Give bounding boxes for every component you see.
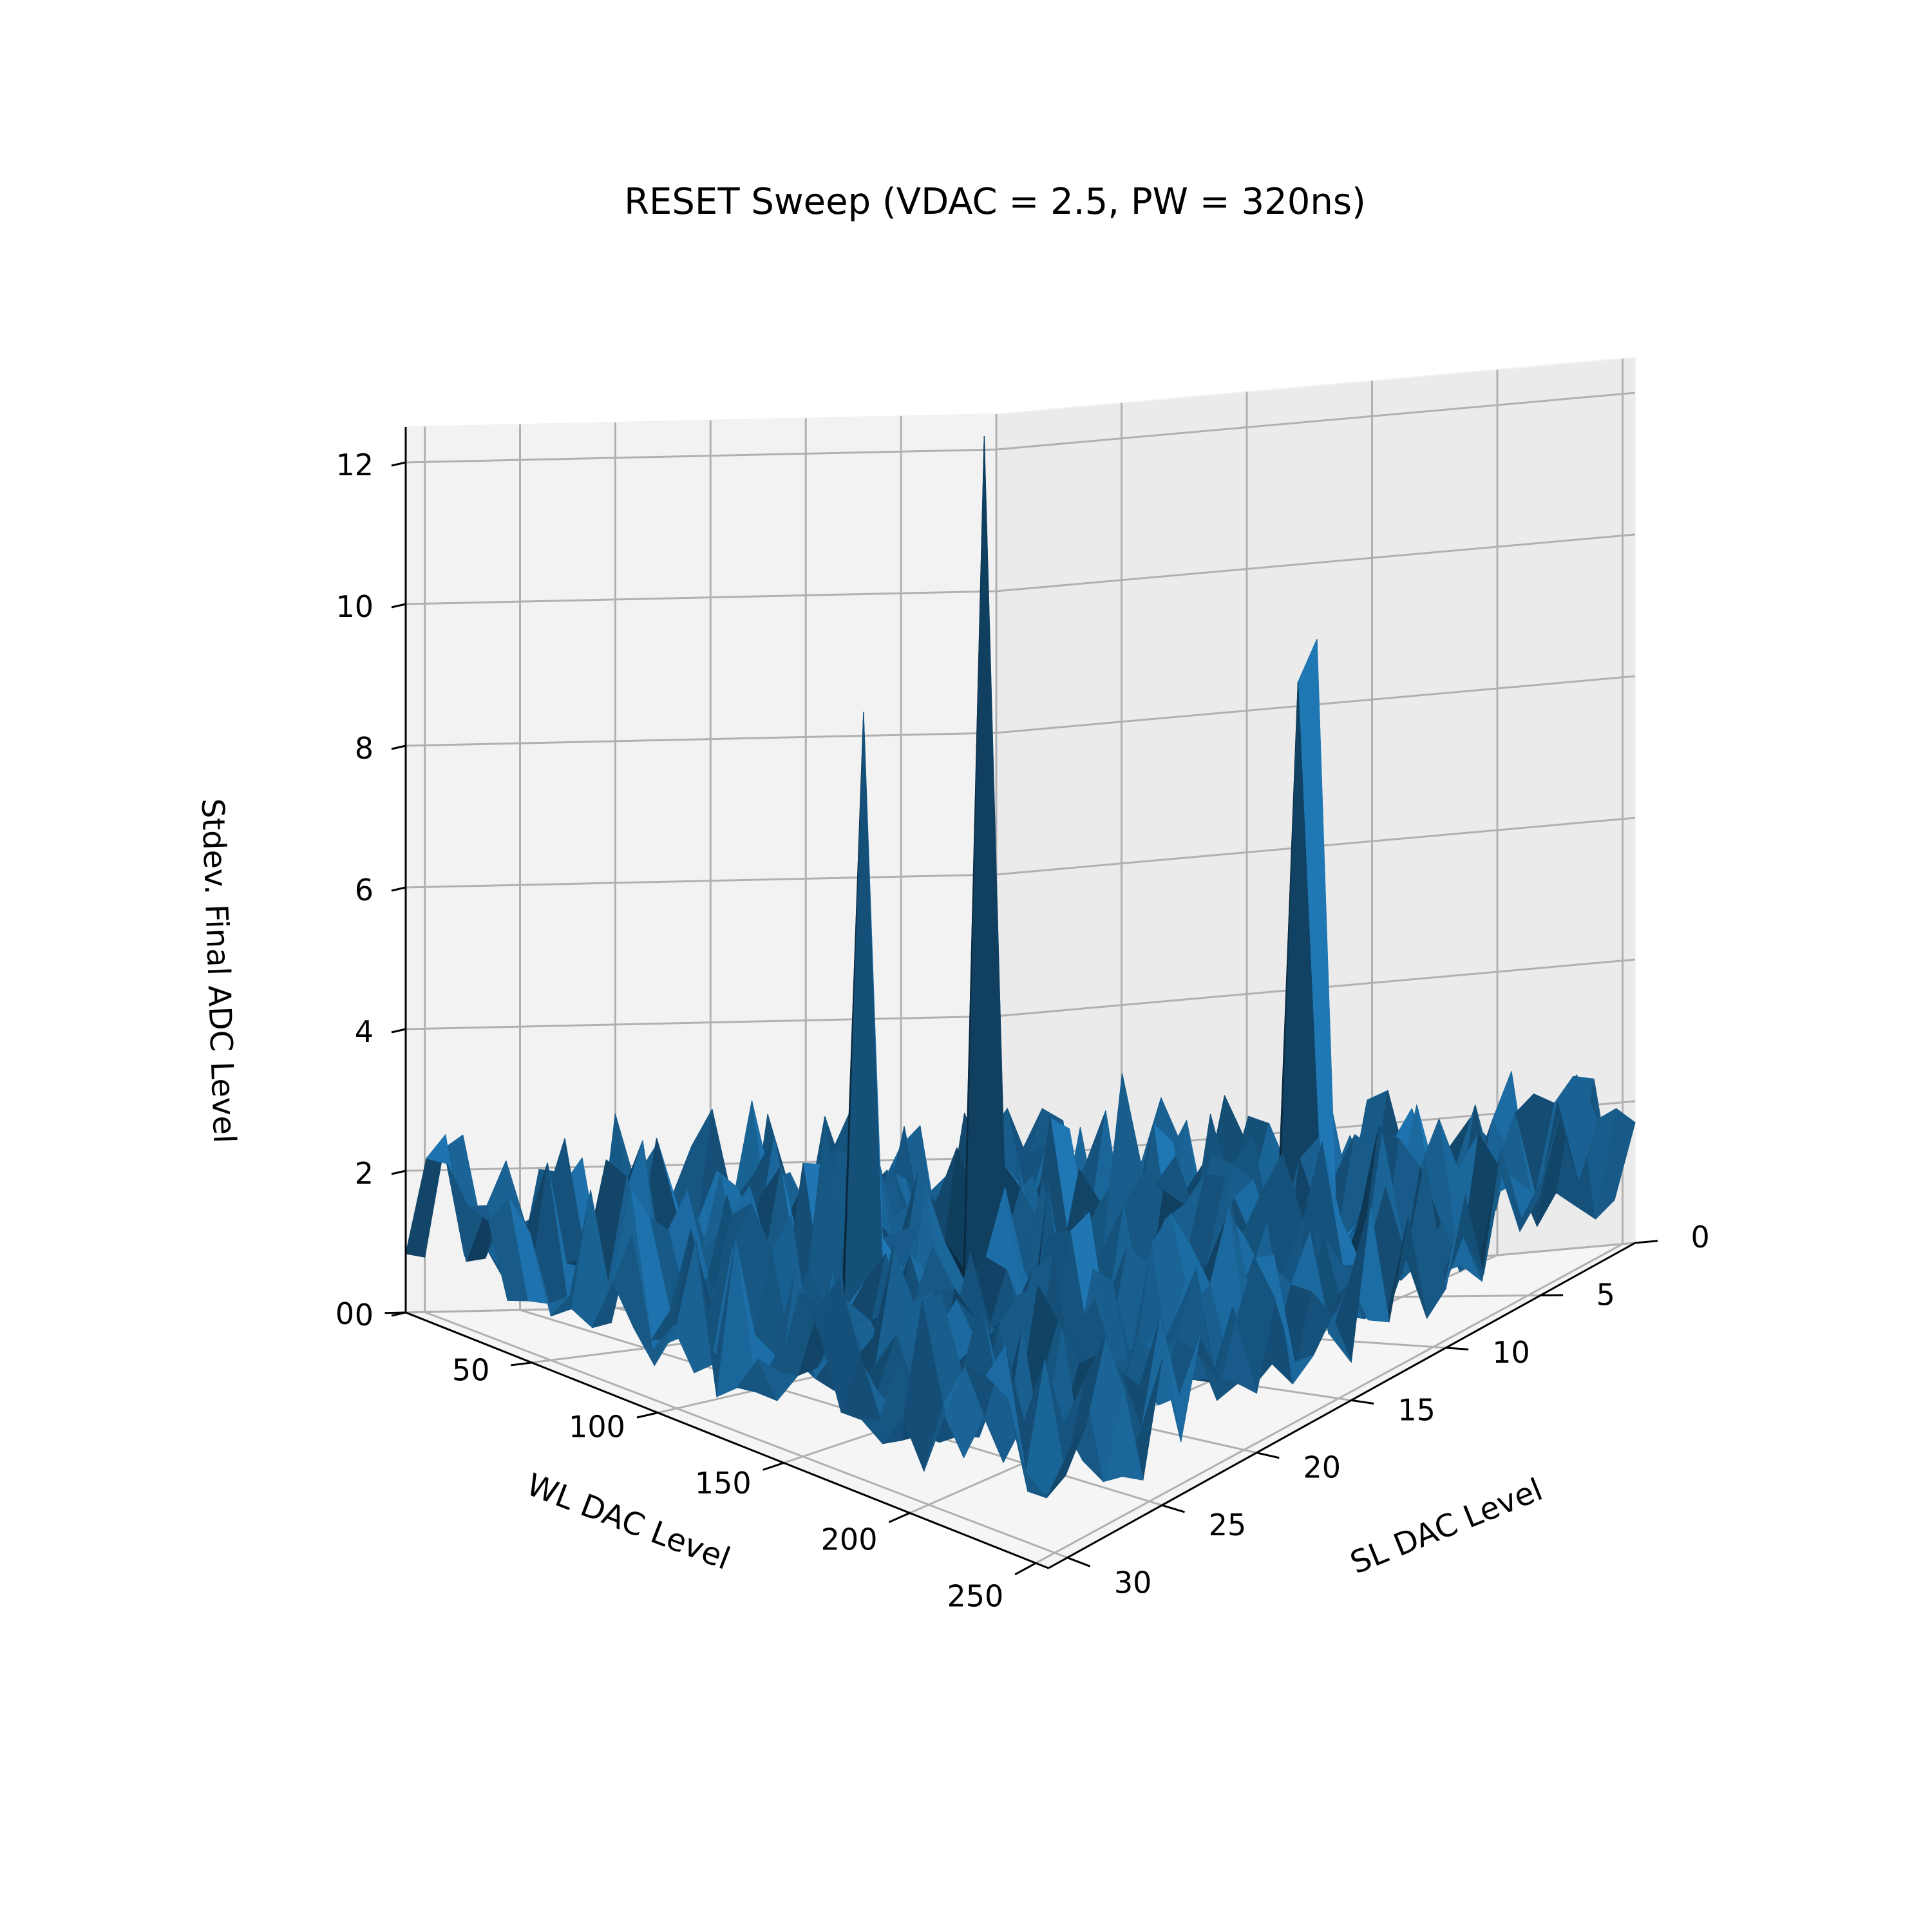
axes: 0 50 100 150 200 250 0 5 10 15 20 25 30 0 2 4 6 8 10 12 xyxy=(336,427,1710,1613)
x-tick-label: 50 xyxy=(452,1353,490,1388)
y-tick-label: 10 xyxy=(1492,1335,1530,1370)
z-tick-label: 10 xyxy=(336,589,374,624)
z-tick-mark xyxy=(391,1028,406,1034)
z-tick-mark xyxy=(391,744,406,750)
grid-line-z xyxy=(405,675,1636,747)
z-tick-mark xyxy=(391,1311,406,1317)
x-tick-mark xyxy=(1014,1562,1037,1576)
x-tick-mark xyxy=(762,1462,784,1471)
y-tick-mark xyxy=(1350,1399,1374,1405)
z-tick-label: 4 xyxy=(355,1014,374,1049)
y-axis-line xyxy=(1048,1242,1636,1569)
z-tick-label: 8 xyxy=(355,731,374,766)
z-tick-mark xyxy=(391,461,406,467)
y-tick-label: 5 xyxy=(1596,1277,1615,1312)
x-tick-mark xyxy=(888,1511,911,1523)
z-tick-mark xyxy=(391,886,406,892)
surface-plot xyxy=(405,435,1636,1499)
x-tick-label: 150 xyxy=(695,1466,752,1501)
y-tick-label: 15 xyxy=(1397,1392,1435,1427)
grid-line-z xyxy=(405,392,1636,464)
z-tick-label: 2 xyxy=(355,1156,374,1191)
x-tick-label: 200 xyxy=(821,1522,878,1557)
x-tick-mark xyxy=(511,1361,532,1367)
chart-title: RESET Sweep (VDAC = 2.5, PW = 320ns) xyxy=(624,181,1366,223)
z-tick-label: 0 xyxy=(355,1298,374,1332)
surface-facet xyxy=(1027,1452,1068,1499)
z-axis-label: Stdev. Final ADC Level xyxy=(194,798,243,1144)
y-tick-label: 20 xyxy=(1303,1450,1341,1485)
grid-line-z xyxy=(405,533,1636,605)
y-tick-label: 0 xyxy=(1691,1220,1710,1255)
y-tick-label: 25 xyxy=(1209,1508,1247,1542)
z-tick-mark xyxy=(391,1170,406,1175)
y-tick-mark xyxy=(1256,1452,1280,1459)
y-tick-mark xyxy=(1634,1240,1658,1244)
x-tick-label: 100 xyxy=(569,1409,625,1444)
z-tick-mark xyxy=(391,603,406,609)
y-tick-mark xyxy=(1446,1347,1469,1350)
y-tick-mark xyxy=(1066,1557,1091,1567)
z-tick-label: 12 xyxy=(336,448,374,482)
y-axis-label: SL DAC Level xyxy=(1345,1472,1548,1581)
y-tick-label: 30 xyxy=(1114,1566,1152,1600)
x-axis-line xyxy=(405,1311,1049,1569)
z-tick-label: 6 xyxy=(355,873,374,907)
x-tick-label: 0 xyxy=(336,1296,354,1331)
x-tick-label: 250 xyxy=(947,1578,1003,1613)
y-tick-mark xyxy=(1161,1504,1185,1513)
x-tick-mark xyxy=(636,1412,658,1419)
